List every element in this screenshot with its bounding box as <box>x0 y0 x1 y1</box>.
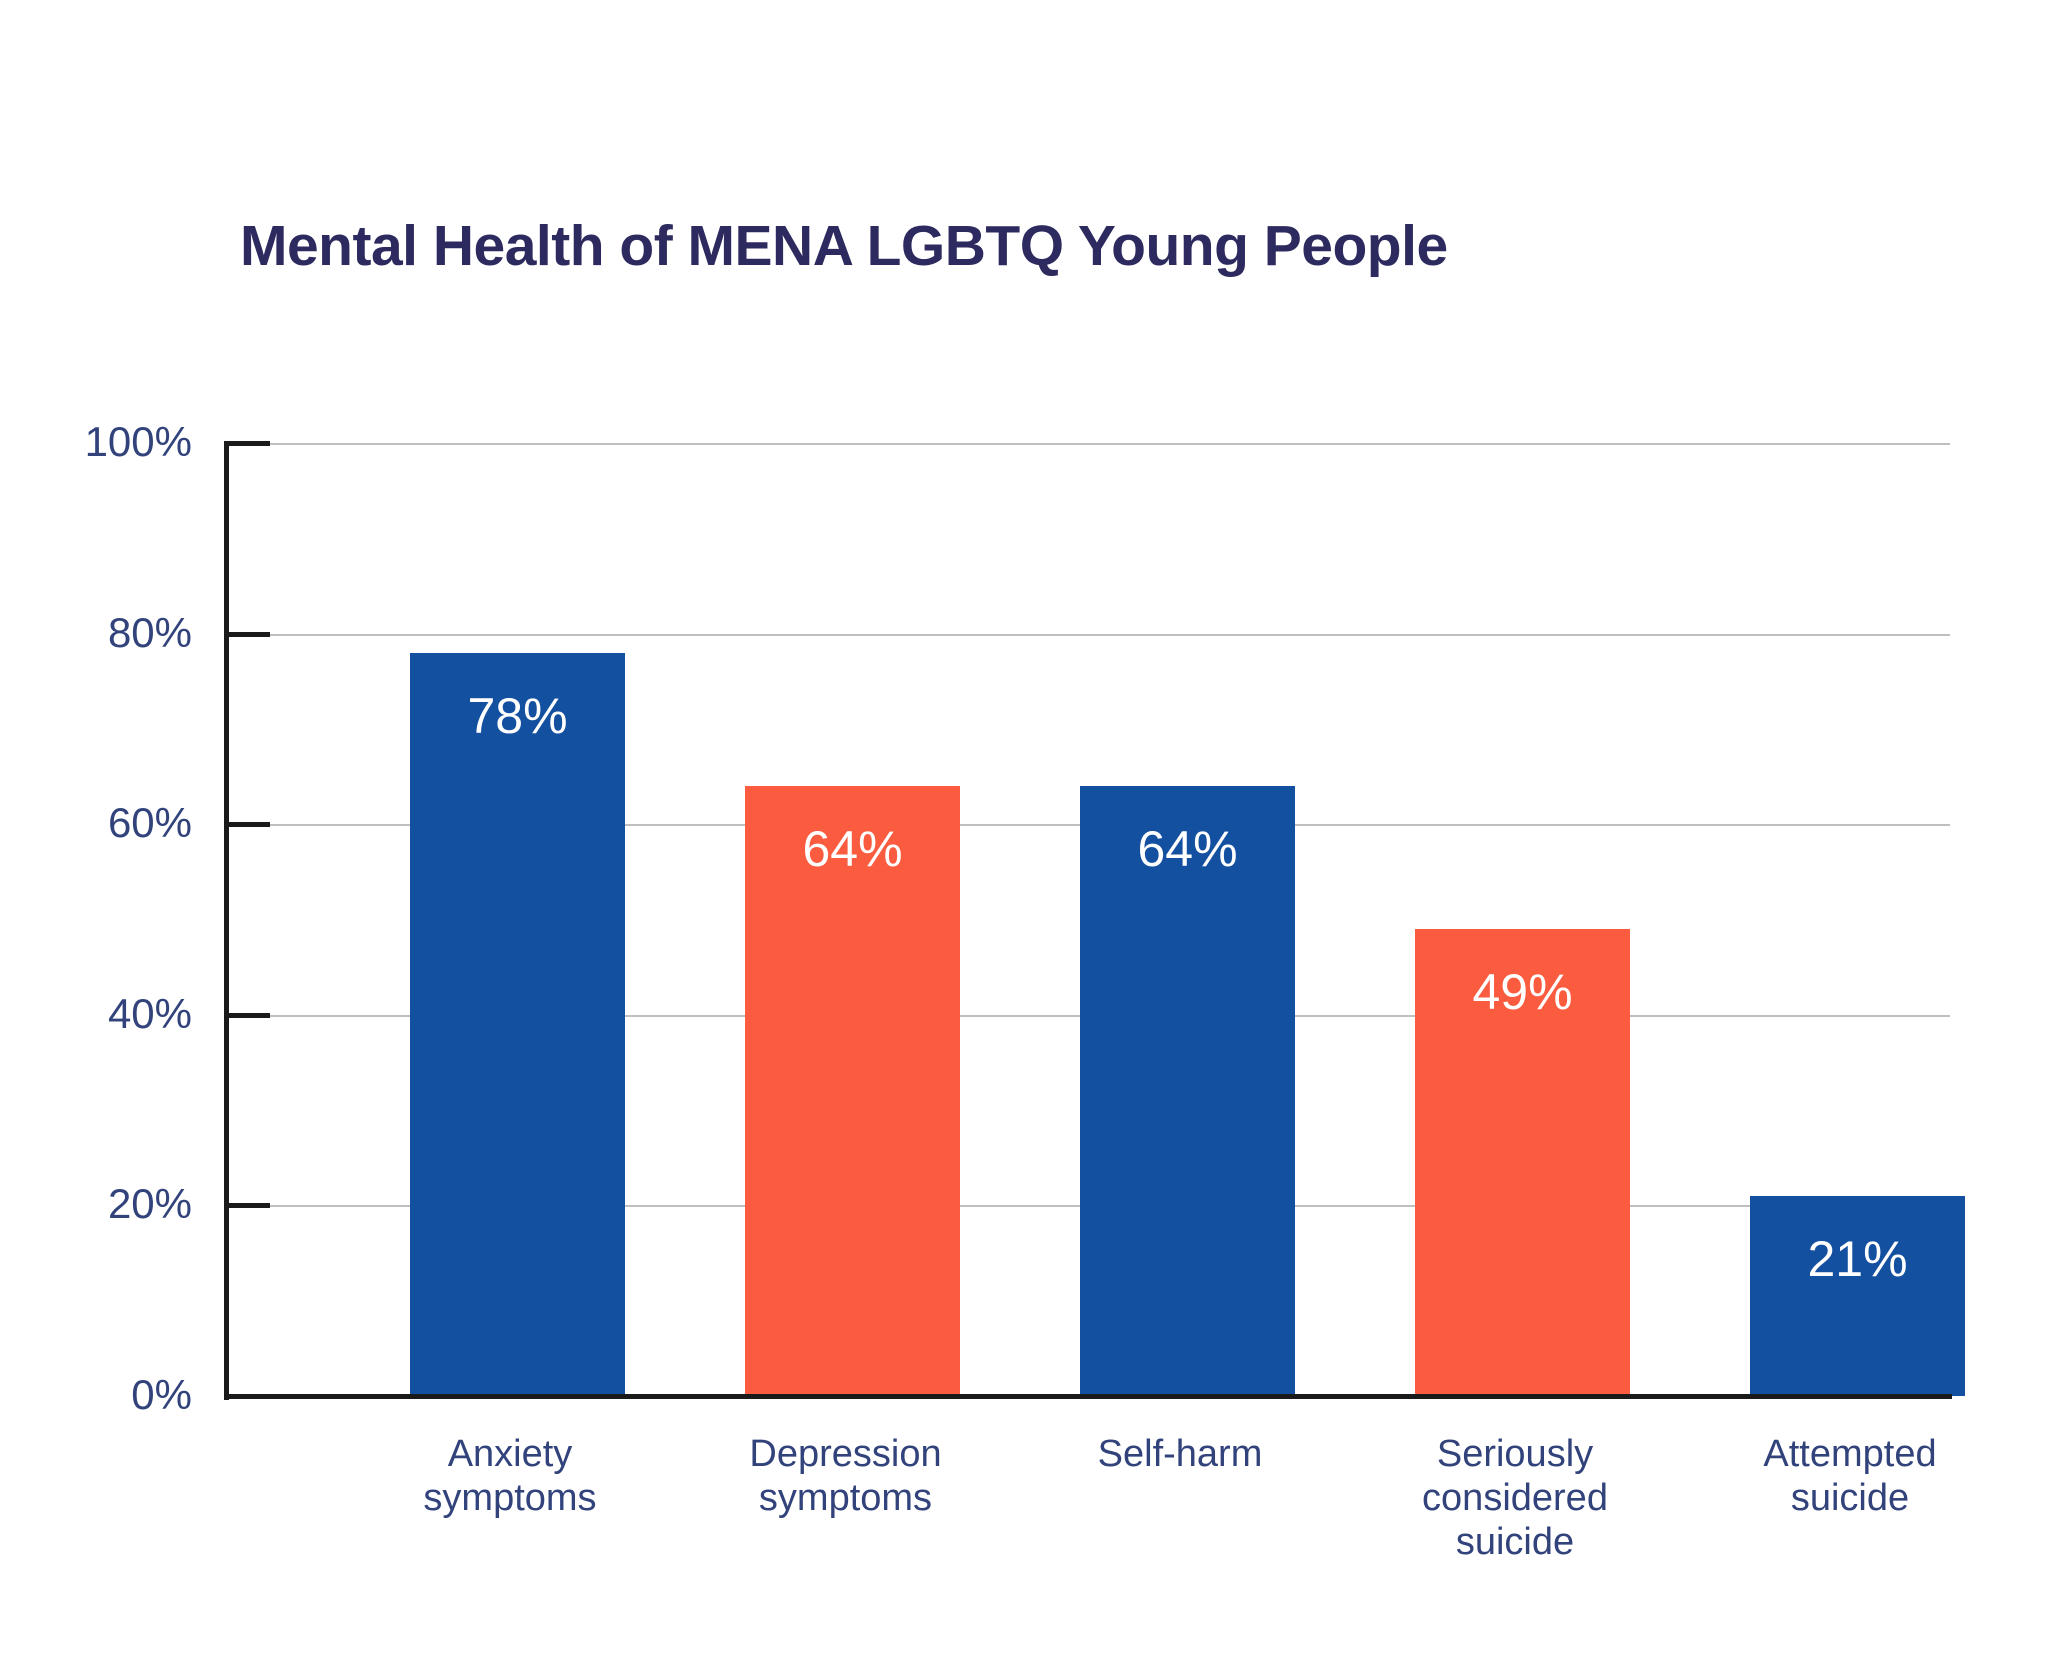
y-tick-80 <box>228 631 270 637</box>
bar-value-label: 64% <box>802 821 903 878</box>
bar-self-harm[interactable]: 64% <box>1080 786 1295 1396</box>
bar-depression-symptoms[interactable]: 64% <box>745 786 960 1396</box>
gridline-80 <box>228 633 1950 636</box>
bar-anxiety-symptoms[interactable]: 78% <box>410 652 625 1396</box>
gridline-100 <box>228 443 1950 445</box>
y-tick-label-0: 0% <box>131 1371 192 1418</box>
x-label-attempted-suicide: Attempted suicide <box>1763 1433 1937 1520</box>
y-tick-100 <box>228 441 270 446</box>
y-tick-20 <box>228 1203 270 1209</box>
y-tick-60 <box>228 822 270 828</box>
bar-seriously-considered-suicide[interactable]: 49% <box>1415 929 1630 1396</box>
y-tick-label-80: 80% <box>107 608 192 656</box>
bar-value-label: 49% <box>1472 964 1573 1020</box>
x-label-seriously-considered-suicide: Seriously considered suicide <box>1422 1433 1608 1564</box>
y-tick-label-100: 100% <box>84 418 192 465</box>
y-axis-line <box>224 441 229 1400</box>
bar-attempted-suicide[interactable]: 21% <box>1750 1195 1965 1396</box>
x-label-depression-symptoms: Depression symptoms <box>749 1433 942 1520</box>
bar-value-label: 64% <box>1137 821 1238 878</box>
plot-area: 78% 64% 64% 49% 21% <box>228 443 1965 1396</box>
bar-value-label: 78% <box>467 687 568 744</box>
x-axis-line <box>224 1394 1952 1399</box>
bar-value-label: 21% <box>1807 1230 1908 1287</box>
y-tick-label-40: 40% <box>107 989 192 1037</box>
y-tick-label-60: 60% <box>107 799 192 847</box>
y-tick-label-20: 20% <box>107 1180 192 1228</box>
x-label-self-harm: Self-harm <box>1097 1433 1263 1475</box>
y-tick-0 <box>228 1394 270 1399</box>
x-label-anxiety-symptoms: Anxiety symptoms <box>423 1433 597 1520</box>
chart-title: Mental Health of MENA LGBTQ Young People <box>240 214 1448 278</box>
y-tick-40 <box>228 1012 270 1018</box>
